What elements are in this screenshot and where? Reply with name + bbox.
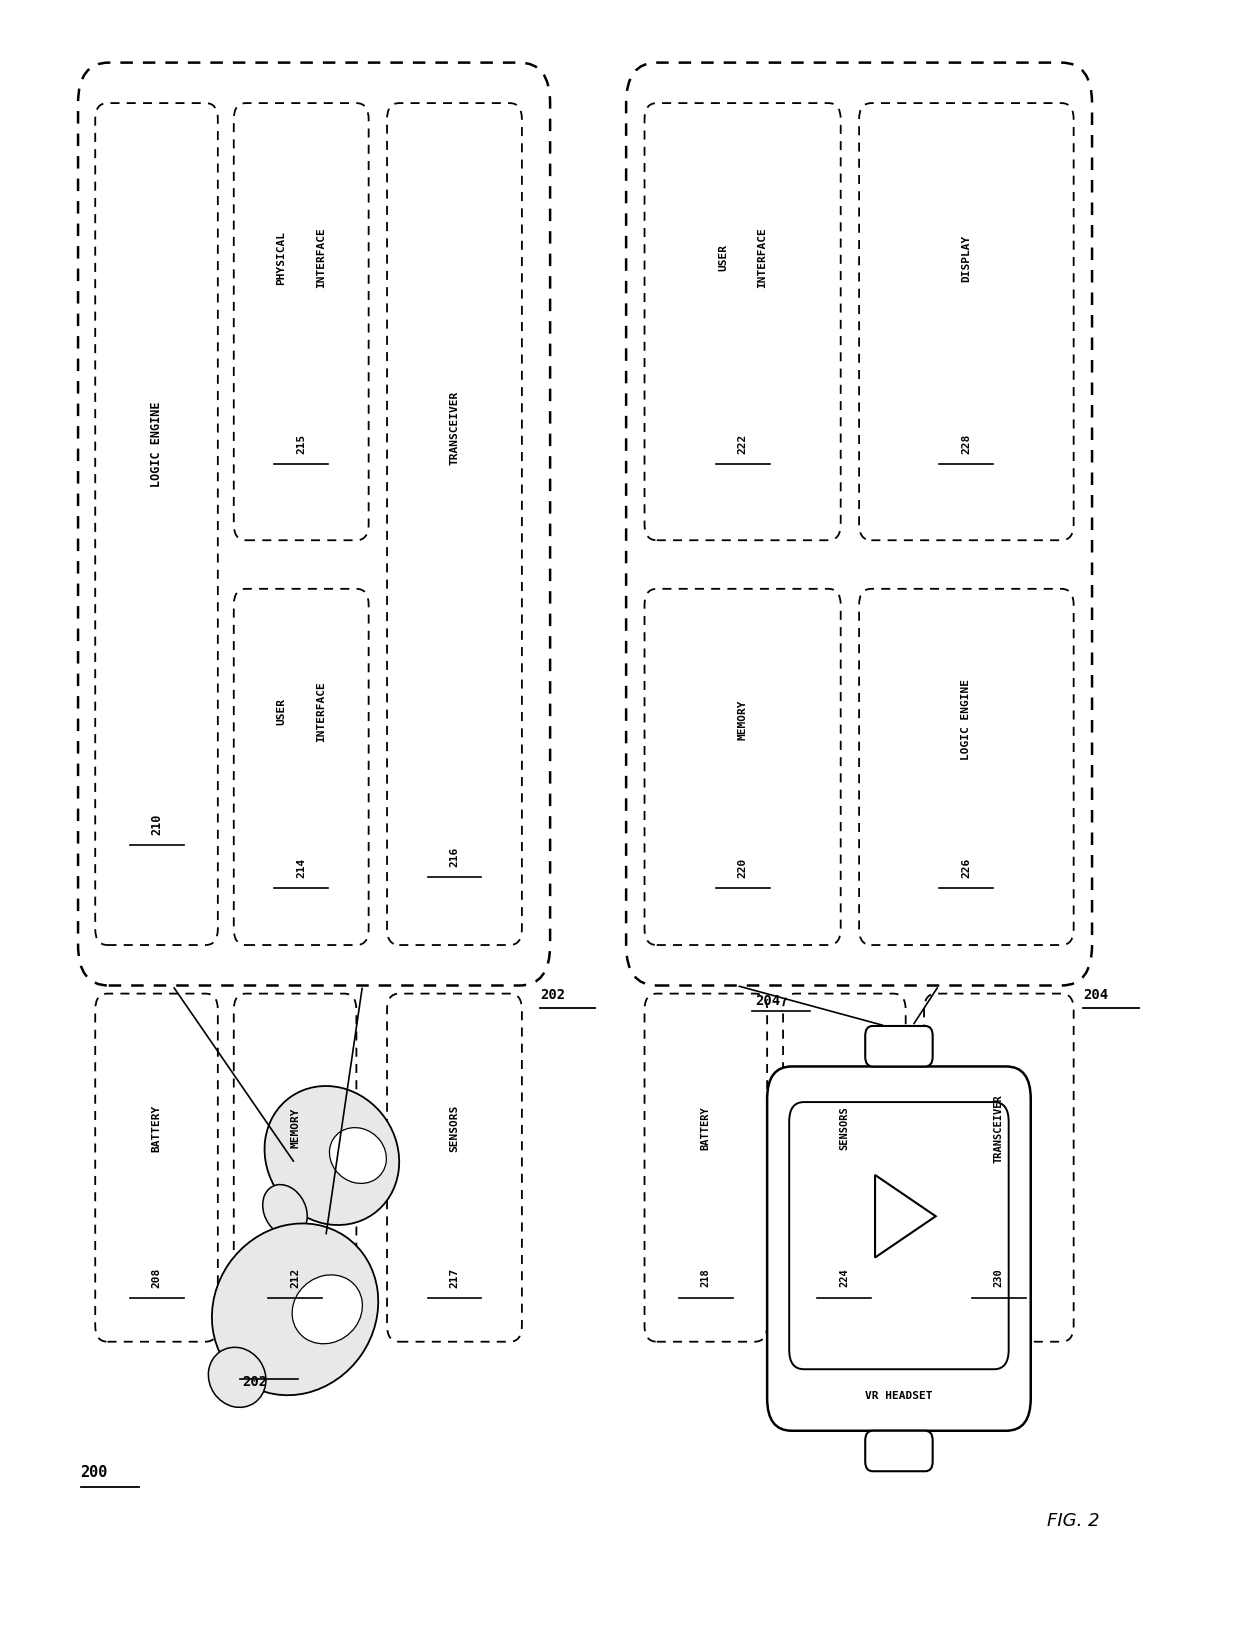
- Text: INTERFACE: INTERFACE: [316, 227, 326, 289]
- Text: DISPLAY: DISPLAY: [961, 233, 971, 281]
- Text: 210: 210: [150, 813, 162, 836]
- FancyBboxPatch shape: [784, 994, 905, 1342]
- FancyBboxPatch shape: [387, 994, 522, 1342]
- Text: SENSORS: SENSORS: [839, 1105, 849, 1149]
- Text: 204: 204: [1084, 987, 1109, 1000]
- Text: 216: 216: [449, 847, 460, 867]
- Ellipse shape: [293, 1275, 362, 1345]
- Text: BATTERY: BATTERY: [151, 1103, 161, 1151]
- Text: USER: USER: [718, 245, 728, 271]
- FancyBboxPatch shape: [645, 994, 768, 1342]
- Text: 228: 228: [961, 434, 971, 454]
- FancyBboxPatch shape: [234, 994, 356, 1342]
- Text: 204: 204: [755, 992, 780, 1007]
- Text: MEMORY: MEMORY: [738, 698, 748, 739]
- FancyBboxPatch shape: [387, 104, 522, 945]
- Text: INTERFACE: INTERFACE: [758, 227, 768, 289]
- FancyBboxPatch shape: [645, 589, 841, 945]
- Text: 224: 224: [839, 1268, 849, 1286]
- Text: 230: 230: [994, 1268, 1004, 1286]
- Text: LOGIC ENGINE: LOGIC ENGINE: [961, 679, 971, 759]
- FancyBboxPatch shape: [234, 589, 368, 945]
- Text: 212: 212: [290, 1266, 300, 1288]
- Text: 214: 214: [296, 858, 306, 878]
- FancyBboxPatch shape: [866, 1431, 932, 1472]
- Text: 220: 220: [738, 858, 748, 878]
- FancyBboxPatch shape: [626, 64, 1092, 986]
- FancyBboxPatch shape: [924, 994, 1074, 1342]
- FancyBboxPatch shape: [866, 1027, 932, 1067]
- Ellipse shape: [264, 1087, 399, 1226]
- Text: 215: 215: [296, 434, 306, 454]
- Text: PHYSICAL: PHYSICAL: [277, 230, 286, 284]
- Text: INTERFACE: INTERFACE: [316, 681, 326, 741]
- Ellipse shape: [208, 1348, 265, 1407]
- Text: 200: 200: [81, 1464, 108, 1479]
- FancyBboxPatch shape: [95, 104, 218, 945]
- FancyBboxPatch shape: [645, 104, 841, 540]
- Text: 208: 208: [151, 1266, 161, 1288]
- FancyBboxPatch shape: [789, 1102, 1008, 1369]
- Text: TRANSCEIVER: TRANSCEIVER: [449, 390, 460, 465]
- Text: 218: 218: [701, 1268, 711, 1286]
- Text: LOGIC ENGINE: LOGIC ENGINE: [150, 401, 162, 486]
- Text: TRANSCEIVER: TRANSCEIVER: [994, 1093, 1004, 1162]
- FancyBboxPatch shape: [859, 589, 1074, 945]
- Text: USER: USER: [277, 697, 286, 725]
- FancyBboxPatch shape: [78, 64, 551, 986]
- Text: SENSORS: SENSORS: [449, 1103, 460, 1151]
- Text: 226: 226: [961, 858, 971, 878]
- FancyBboxPatch shape: [859, 104, 1074, 540]
- Text: 222: 222: [738, 434, 748, 454]
- FancyBboxPatch shape: [95, 994, 218, 1342]
- Ellipse shape: [263, 1185, 308, 1237]
- FancyBboxPatch shape: [234, 104, 368, 540]
- FancyBboxPatch shape: [768, 1067, 1030, 1431]
- Text: MEMORY: MEMORY: [290, 1106, 300, 1147]
- Ellipse shape: [330, 1128, 387, 1183]
- Ellipse shape: [212, 1224, 378, 1395]
- Text: BATTERY: BATTERY: [701, 1105, 711, 1149]
- Text: 217: 217: [449, 1266, 460, 1288]
- Text: VR HEADSET: VR HEADSET: [866, 1390, 932, 1400]
- Text: 202: 202: [242, 1374, 268, 1389]
- Text: 202: 202: [541, 987, 565, 1000]
- Text: FIG. 2: FIG. 2: [1048, 1511, 1100, 1529]
